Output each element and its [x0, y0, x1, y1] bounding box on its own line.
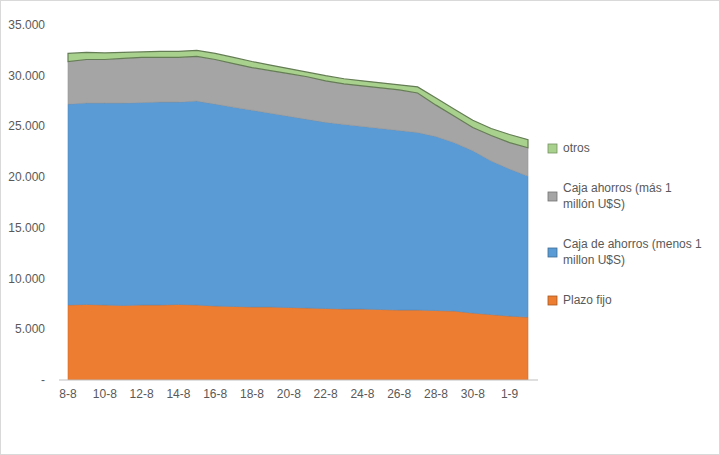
y-tick — [55, 177, 59, 178]
y-tick — [55, 227, 59, 228]
y-tick-label: 10.000 — [8, 272, 45, 286]
x-tick-label: 20-8 — [277, 387, 301, 401]
x-tick-label: 8-8 — [59, 387, 77, 401]
x-axis-line — [59, 380, 538, 381]
x-tick-label: 1-9 — [501, 387, 519, 401]
x-tick-label: 28-8 — [424, 387, 448, 401]
y-tick-label: - — [41, 373, 45, 387]
y-tick — [55, 329, 59, 330]
chart: - 5.000 10.000 15.000 20.000 25.000 30.000 35.0… — [0, 0, 720, 455]
x-tick-label: 16-8 — [203, 387, 227, 401]
y-tick-label: 35.000 — [8, 18, 45, 32]
y-tick — [55, 380, 59, 381]
x-tick-label: 12-8 — [130, 387, 154, 401]
plot-area — [68, 50, 528, 380]
y-tick-label: 5.000 — [15, 322, 45, 336]
legend-swatch — [548, 192, 557, 201]
legend: otros Caja ahorros (más 1millón U$S) Caja … — [548, 141, 702, 307]
chart-border — [1, 1, 720, 455]
y-tick-label: 25.000 — [8, 119, 45, 133]
area-series — [68, 304, 528, 380]
legend-label: Caja de ahorros (menos 1millon U$S) — [563, 237, 702, 267]
y-tick — [55, 25, 59, 26]
legend-label: Plazo fijo — [563, 293, 612, 307]
y-tick — [55, 278, 59, 279]
legend-label: Caja ahorros (más 1millón U$S) — [563, 181, 672, 211]
legend-label: otros — [563, 141, 590, 155]
area-series — [68, 50, 528, 147]
x-tick-label: 30-8 — [461, 387, 485, 401]
y-tick-label: 30.000 — [8, 69, 45, 83]
x-tick-label: 18-8 — [240, 387, 264, 401]
x-tick-label: 26-8 — [387, 387, 411, 401]
x-tick-label: 24-8 — [350, 387, 374, 401]
y-tick-label: 20.000 — [8, 170, 45, 184]
x-tick-label: 14-8 — [166, 387, 190, 401]
y-tick — [55, 75, 59, 76]
y-tick — [55, 126, 59, 127]
x-tick-label: 10-8 — [93, 387, 117, 401]
x-axis: 8-8 10-8 12-8 14-8 16-8 18-8 20-8 22-8 24-8 26-8 2… — [59, 380, 538, 401]
y-tick-label: 15.000 — [8, 221, 45, 235]
legend-swatch — [548, 144, 557, 153]
x-tick-label: 22-8 — [314, 387, 338, 401]
legend-swatch — [548, 296, 557, 305]
legend-swatch — [548, 248, 557, 257]
y-axis: - 5.000 10.000 15.000 20.000 25.000 30.000 35.0… — [8, 18, 59, 387]
